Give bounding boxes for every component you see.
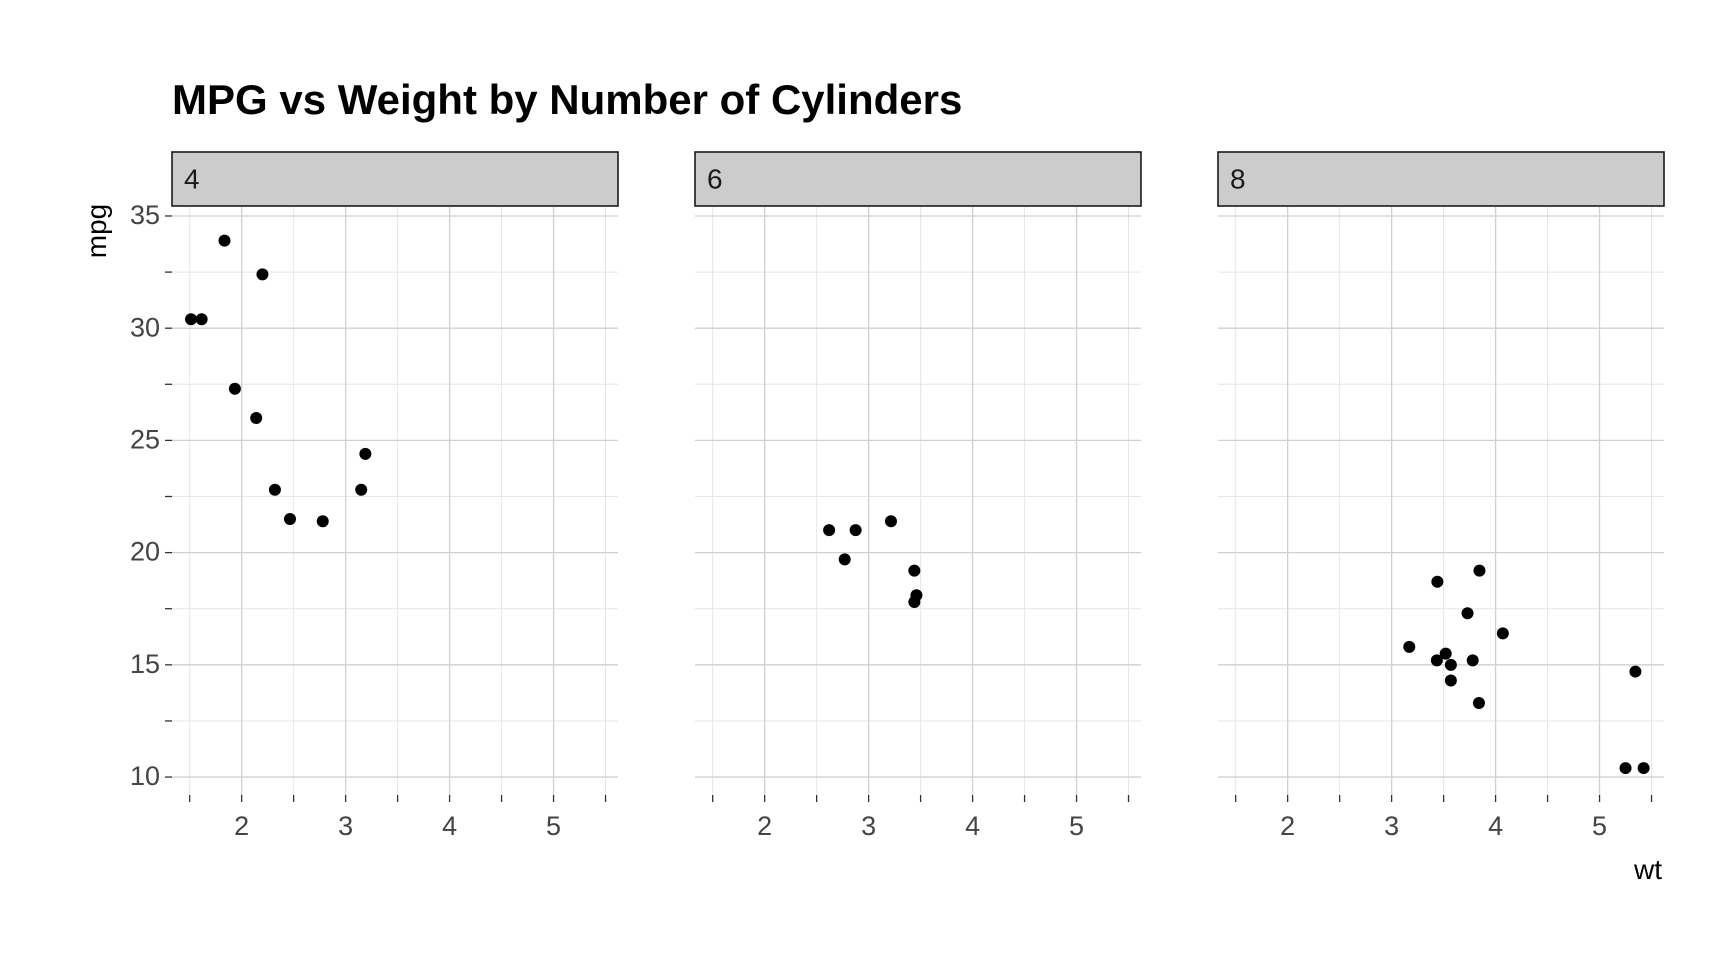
x-tick-label: 5 (1592, 811, 1607, 841)
data-point (355, 483, 368, 496)
y-tick-label: 10 (130, 761, 160, 791)
data-point (1619, 762, 1632, 775)
data-point (228, 382, 241, 395)
x-tick-label: 4 (1488, 811, 1503, 841)
data-point (1431, 575, 1444, 588)
data-point (823, 524, 836, 537)
data-point (849, 524, 862, 537)
y-tick-label: 35 (130, 200, 160, 230)
x-tick-label: 5 (1069, 811, 1084, 841)
facet-strip (171, 151, 619, 207)
y-tick-label: 15 (130, 649, 160, 679)
data-point (1430, 654, 1443, 667)
facet-panel-6: 2 3 4 5 6 (694, 151, 1142, 841)
data-point (256, 268, 269, 281)
data-point (1496, 627, 1509, 640)
y-axis-title: mpg (81, 204, 112, 258)
data-point (1629, 665, 1642, 678)
x-tick-label: 2 (1280, 811, 1295, 841)
facet-panel-4: 2 3 4 5 10 15 20 25 30 35 4 (130, 151, 619, 841)
x-axis-title: wt (1633, 854, 1662, 885)
data-point (218, 234, 231, 247)
data-point (195, 313, 208, 326)
data-point (1461, 607, 1474, 620)
facet-panels: 2 3 4 5 10 15 20 25 30 35 4 2 3 4 5 6 2 3 4 5 8 (130, 151, 1665, 841)
data-point (838, 553, 851, 566)
x-tick-label: 3 (861, 811, 876, 841)
x-tick-label: 2 (757, 811, 772, 841)
y-tick-label: 25 (130, 425, 160, 455)
facet-strip (694, 151, 1142, 207)
data-point (1444, 658, 1457, 671)
y-tick-label: 20 (130, 537, 160, 567)
x-tick-label: 4 (442, 811, 457, 841)
facet-strip (1217, 151, 1665, 207)
data-point (1466, 654, 1479, 667)
data-point (1439, 647, 1452, 660)
x-tick-label: 2 (234, 811, 249, 841)
data-point (884, 515, 897, 528)
data-point (268, 483, 281, 496)
data-point (316, 515, 329, 528)
chart-title: MPG vs Weight by Number of Cylinders (172, 76, 962, 123)
x-tick-label: 3 (338, 811, 353, 841)
x-tick-label: 3 (1384, 811, 1399, 841)
x-tick-label: 5 (546, 811, 561, 841)
data-point (359, 447, 372, 460)
y-tick-label: 30 (130, 312, 160, 342)
data-point (1473, 564, 1486, 577)
data-point (250, 411, 263, 424)
data-point (283, 512, 296, 525)
data-point (1444, 674, 1457, 687)
data-point (185, 313, 198, 326)
x-tick-label: 4 (965, 811, 980, 841)
facet-strip-label: 8 (1230, 163, 1246, 194)
data-point (1403, 640, 1416, 653)
data-point (908, 595, 921, 608)
facet-panel-8: 2 3 4 5 8 (1217, 151, 1665, 841)
data-point (1637, 762, 1650, 775)
facet-strip-label: 6 (707, 163, 723, 194)
facet-strip-label: 4 (184, 163, 200, 194)
data-point (1472, 696, 1485, 709)
data-point (908, 564, 921, 577)
